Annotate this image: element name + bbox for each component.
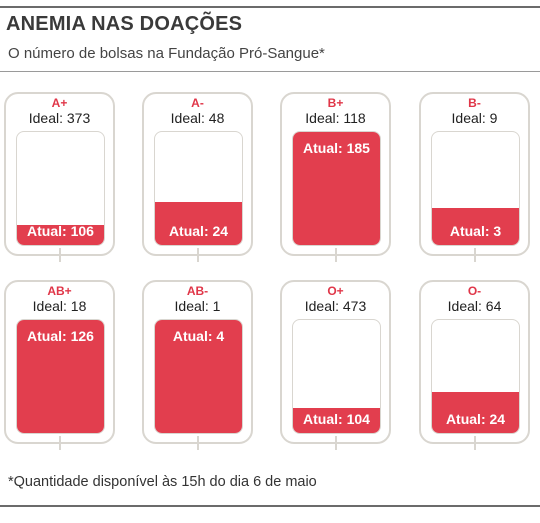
blood-bag-card: A- Ideal: 48 Atual: 24: [142, 92, 253, 262]
ideal-label: Ideal: 64: [447, 298, 502, 314]
blood-bag: Atual: 24: [431, 319, 520, 434]
atual-label: Atual: 24: [168, 223, 229, 239]
atual-fill-bar: Atual: 24: [432, 392, 519, 433]
atual-fill-bar: Atual: 104: [293, 408, 380, 433]
atual-fill-bar: Atual: 24: [155, 202, 242, 245]
bottom-rule: [0, 505, 540, 507]
bag-tube: [58, 436, 61, 450]
atual-label: Atual: 3: [449, 223, 502, 239]
atual-fill-bar: Atual: 126: [17, 320, 104, 433]
chart-title: ANEMIA NAS DOAÇÕES: [6, 13, 243, 35]
blood-bag: Atual: 104: [292, 319, 381, 434]
footnote: *Quantidade disponível às 15h do dia 6 d…: [8, 474, 317, 490]
top-rule: [0, 6, 540, 8]
bag-tube: [58, 248, 61, 262]
blood-bag: Atual: 185: [292, 131, 381, 246]
blood-bag: Atual: 106: [16, 131, 105, 246]
blood-type-label: A-: [191, 96, 204, 110]
bag-tube: [196, 436, 199, 450]
blood-bag: Atual: 4: [154, 319, 243, 434]
blood-type-label: AB-: [186, 284, 209, 298]
atual-fill-bar: Atual: 4: [155, 320, 242, 433]
blood-type-label: O-: [467, 284, 482, 298]
ideal-label: Ideal: 9: [451, 110, 498, 126]
blood-type-label: B+: [327, 96, 344, 110]
blood-bag-card: AB- Ideal: 1 Atual: 4: [142, 280, 253, 450]
ideal-label: Ideal: 18: [32, 298, 87, 314]
blood-bag-card: B- Ideal: 9 Atual: 3: [419, 92, 530, 262]
ideal-label: Ideal: 48: [170, 110, 225, 126]
blood-type-label: O+: [327, 284, 344, 298]
atual-label: Atual: 185: [303, 140, 370, 156]
ideal-label: Ideal: 118: [305, 110, 366, 126]
atual-label: Atual: 106: [27, 223, 94, 239]
blood-type-label: A+: [51, 96, 68, 110]
blood-bag-card: AB+ Ideal: 18 Atual: 126: [4, 280, 115, 450]
bag-tube: [334, 436, 337, 450]
blood-type-label: AB+: [47, 284, 72, 298]
bag-tube: [473, 436, 476, 450]
blood-bag: Atual: 24: [154, 131, 243, 246]
ideal-label: Ideal: 473: [304, 298, 367, 314]
bag-tube: [196, 248, 199, 262]
header-divider: [0, 71, 540, 72]
blood-bag-card: A+ Ideal: 373 Atual: 106: [4, 92, 115, 262]
atual-label: Atual: 126: [27, 328, 94, 344]
blood-bag-card: O- Ideal: 64 Atual: 24: [419, 280, 530, 450]
ideal-label: Ideal: 373: [28, 110, 91, 126]
atual-label: Atual: 24: [445, 411, 506, 427]
atual-fill-bar: Atual: 3: [432, 208, 519, 245]
atual-label: Atual: 4: [172, 328, 225, 344]
bag-tube: [334, 248, 337, 262]
chart-subtitle: O número de bolsas na Fundação Pró-Sangu…: [8, 45, 325, 62]
blood-bag-card: B+ Ideal: 118 Atual: 185: [280, 92, 391, 262]
atual-label: Atual: 104: [303, 411, 370, 427]
atual-fill-bar: Atual: 185: [293, 132, 380, 245]
blood-bag: Atual: 3: [431, 131, 520, 246]
blood-bag-card: O+ Ideal: 473 Atual: 104: [280, 280, 391, 450]
blood-type-label: B-: [468, 96, 481, 110]
ideal-label: Ideal: 1: [174, 298, 221, 314]
blood-bag: Atual: 126: [16, 319, 105, 434]
atual-fill-bar: Atual: 106: [17, 223, 104, 245]
bag-tube: [473, 248, 476, 262]
